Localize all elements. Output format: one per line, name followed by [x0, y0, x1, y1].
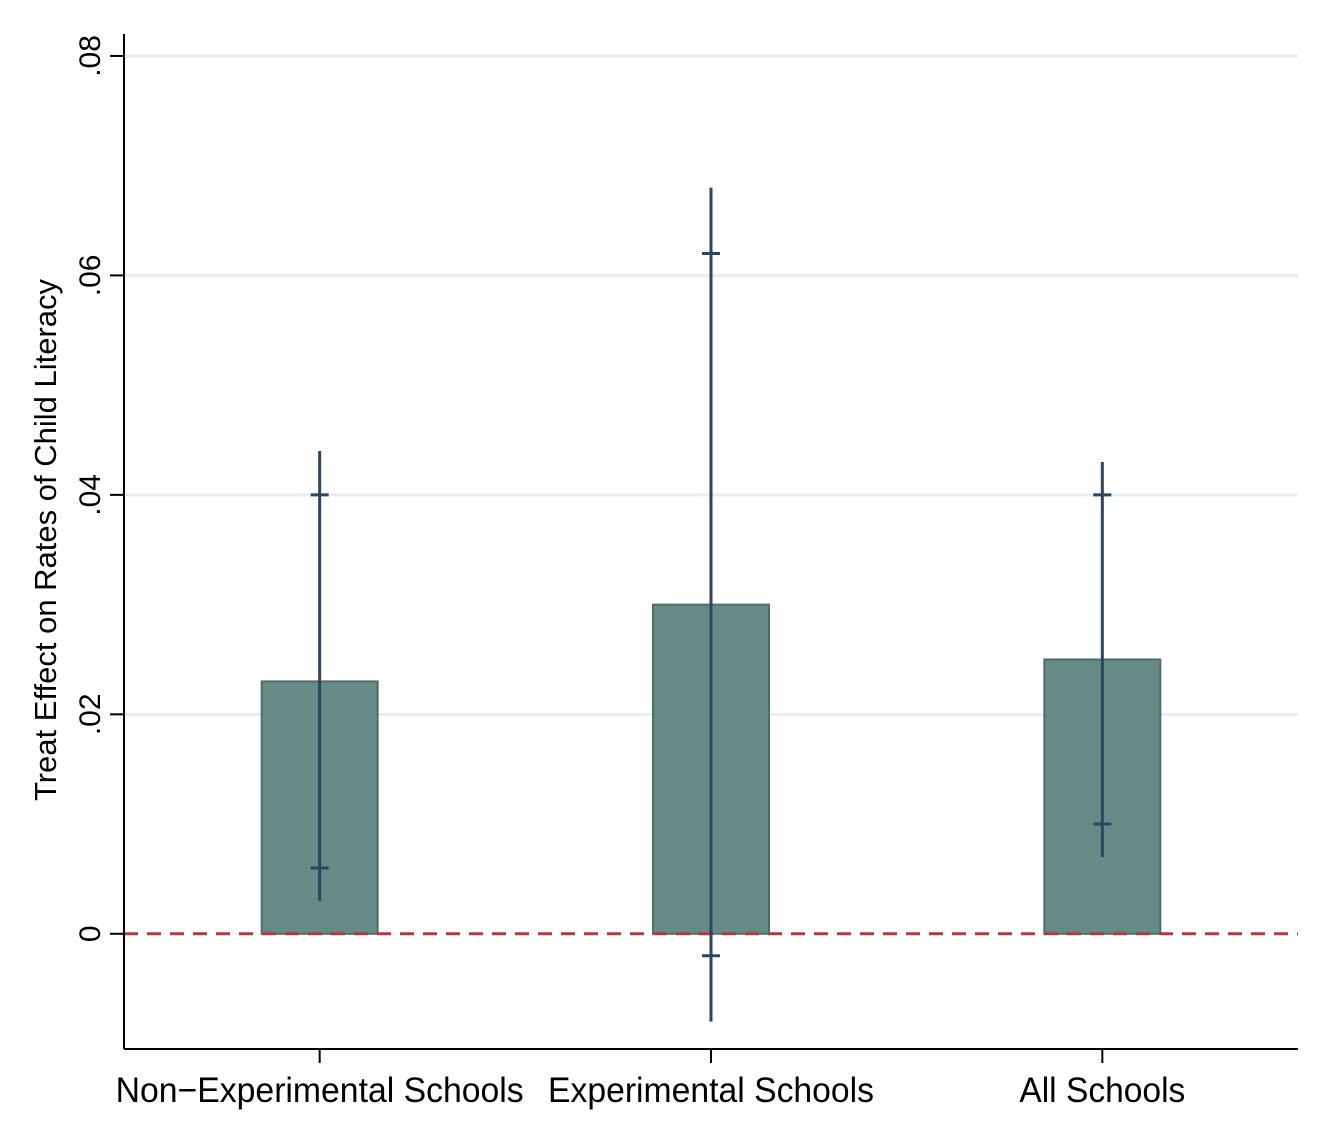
- y-tick-label-1: .02: [74, 693, 107, 735]
- y-tick-label-2: .04: [74, 474, 107, 516]
- y-tick-label-0: 0: [74, 925, 107, 942]
- x-tick-label-2: All Schools: [1019, 1071, 1185, 1110]
- y-tick-label-3: .06: [74, 255, 107, 297]
- x-tick-labels: Non−Experimental Schools Experimental Sch…: [116, 1071, 1186, 1110]
- x-tick-label-1: Experimental Schools: [548, 1071, 874, 1110]
- y-axis-title: Treat Effect on Rates of Child Literacy: [28, 278, 63, 801]
- y-tick-labels: 0 .02 .04 .06 .08: [74, 35, 107, 942]
- x-tick-label-0: Non−Experimental Schools: [116, 1071, 524, 1110]
- y-tick-label-4: .08: [74, 35, 107, 77]
- error-bars: [310, 187, 1112, 1022]
- axes: [110, 34, 1298, 1063]
